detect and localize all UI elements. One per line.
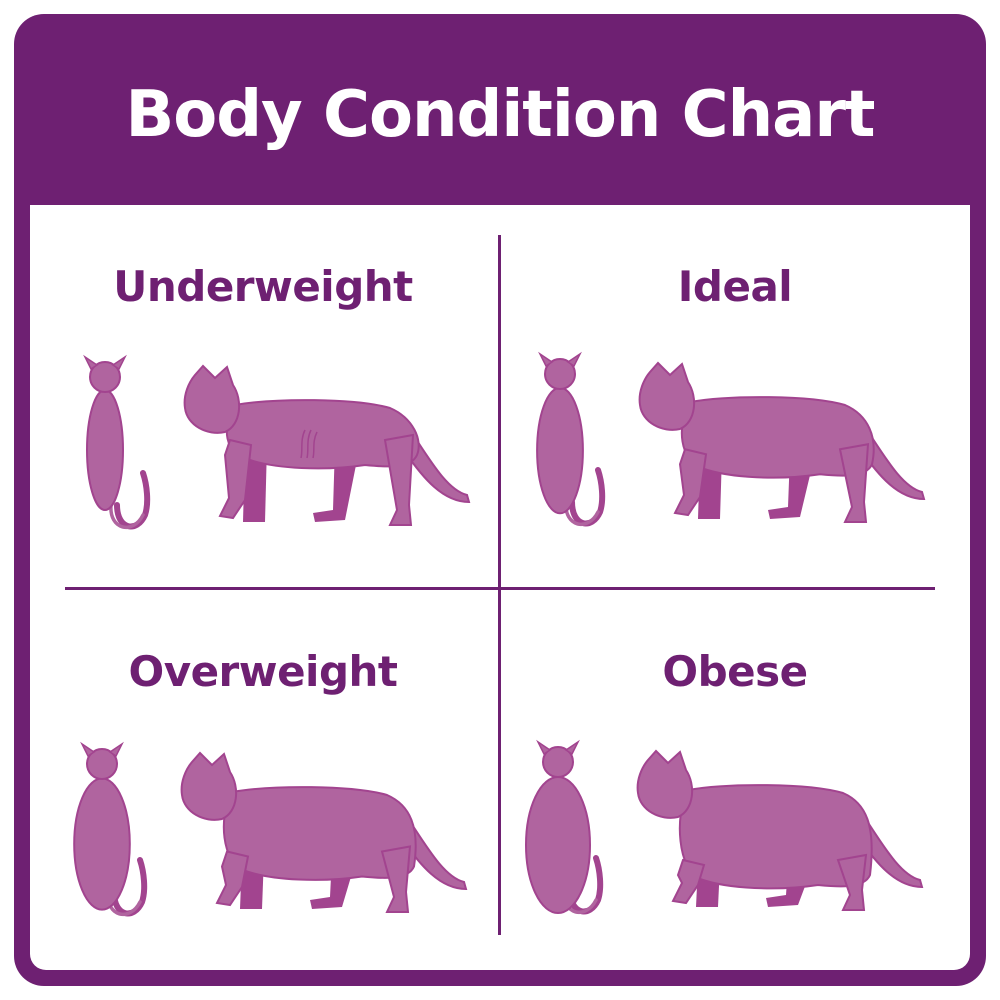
top-view-cat: [73, 741, 148, 917]
side-view-cat: [183, 364, 471, 526]
horizontal-divider: [65, 587, 935, 590]
thin-cat-icon: [83, 354, 471, 530]
page-title: Body Condition Chart: [125, 78, 875, 152]
side-view-cat: [180, 751, 468, 913]
ideal-cat-icon: [536, 351, 926, 527]
top-view-cat: [83, 354, 151, 530]
label-underweight: Underweight: [113, 262, 413, 311]
label-overweight: Overweight: [128, 647, 398, 696]
label-ideal: Ideal: [677, 262, 793, 311]
side-view-cat: [636, 749, 924, 911]
obese-cat-icon: [525, 739, 924, 915]
overweight-cat-icon: [73, 741, 468, 917]
side-view-cat: [638, 361, 926, 523]
top-view-cat: [536, 351, 606, 527]
label-obese: Obese: [662, 647, 808, 696]
vertical-divider: [498, 235, 501, 935]
top-view-cat: [525, 739, 604, 915]
